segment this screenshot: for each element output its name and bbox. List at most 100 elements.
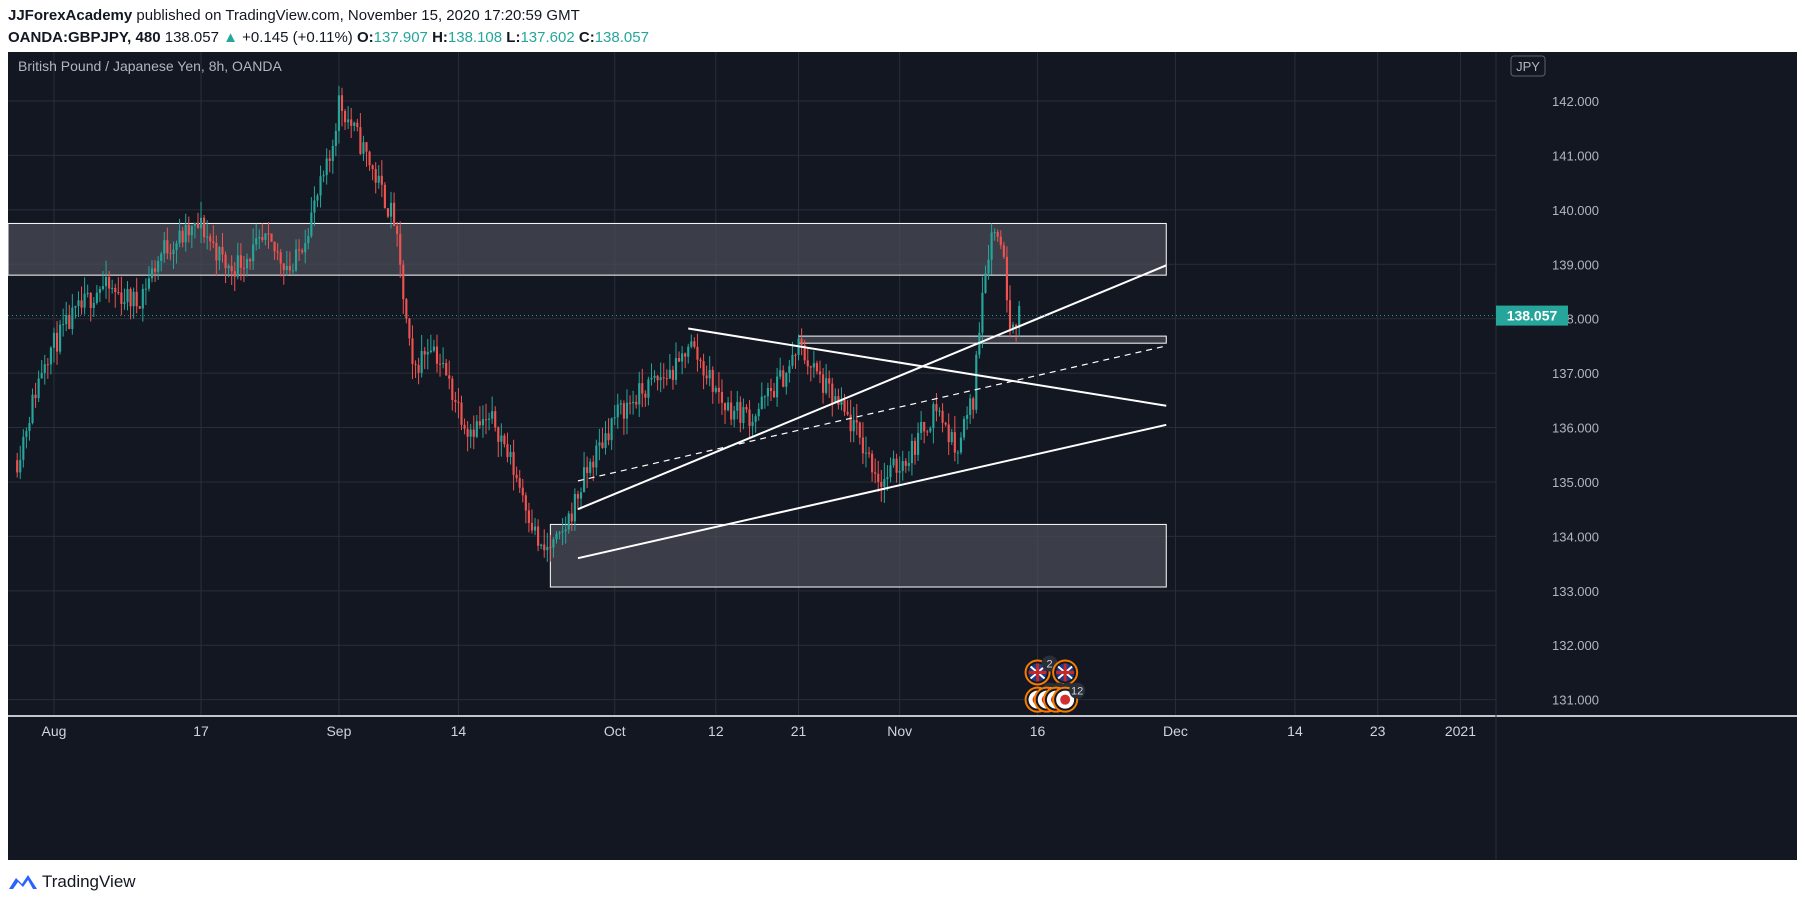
candle-body [852, 420, 855, 432]
candle-body [913, 440, 917, 455]
candle-body [239, 255, 242, 268]
candle-body [343, 110, 347, 123]
candle-body [187, 224, 190, 236]
candle-body [426, 352, 429, 355]
candle-body [849, 414, 852, 432]
chart-container[interactable]: 273312 131.000 132.000 133.000 134.000 135.0… [7, 52, 1797, 860]
trend-line [688, 327, 1167, 407]
candle-body [831, 383, 834, 403]
candle-body [466, 428, 469, 437]
candle-body [717, 387, 720, 392]
candle-body [273, 241, 276, 252]
uk-flag-icon[interactable] [1052, 659, 1079, 686]
candle-body [745, 407, 748, 410]
footer-brand[interactable]: TradingView [42, 872, 136, 891]
candle-body [383, 184, 386, 209]
candle-body [196, 222, 200, 229]
candle-body [1002, 245, 1005, 257]
candle-body [350, 119, 353, 126]
candle-body [509, 452, 512, 457]
candle-body [812, 363, 815, 368]
candle-body [533, 526, 537, 531]
candle-body [19, 459, 22, 473]
candle-body [815, 363, 819, 372]
candle-body [469, 429, 472, 437]
candle-body [126, 288, 129, 303]
candle-body [941, 410, 944, 423]
candle-body [298, 249, 301, 251]
candle-body [527, 510, 530, 523]
x-tick-label: Aug [42, 723, 67, 739]
candle-body [353, 122, 356, 126]
candle-body [524, 495, 527, 511]
candle-body [760, 396, 763, 409]
x-tick-label: 2021 [1445, 723, 1476, 739]
candle-body [938, 410, 941, 412]
candle-body [108, 277, 111, 289]
candle-body [929, 428, 932, 432]
candle-body [684, 353, 687, 357]
axes: 131.000 132.000 133.000 134.000 135.000 136.0… [8, 52, 1797, 860]
uk-flag-icon[interactable]: 2 [1024, 655, 1058, 686]
price-chart[interactable]: 273312 131.000 132.000 133.000 134.000 135.0… [7, 52, 1797, 860]
candle-body [276, 251, 279, 253]
candle-body [665, 378, 668, 380]
candle-body [889, 465, 892, 478]
candle-body [236, 255, 239, 277]
tradingview-logo-icon [9, 875, 37, 889]
candle-body [935, 404, 938, 412]
event-count: 12 [1071, 686, 1083, 698]
candle-body [52, 332, 56, 348]
candle-body [932, 404, 935, 429]
candle-body [209, 236, 212, 242]
candle-body [435, 346, 439, 364]
candle-body [1018, 306, 1021, 328]
candle-body [484, 419, 488, 421]
candle-body [206, 236, 209, 238]
candle-body [880, 481, 883, 487]
y-tick-label: 136.000 [1552, 421, 1599, 436]
candle-body [37, 378, 40, 399]
candle-body [867, 452, 871, 454]
candle-body [592, 461, 595, 468]
candle-body [996, 232, 999, 237]
candle-body [380, 175, 383, 185]
currency-badge[interactable]: JPY [1516, 59, 1540, 74]
candle-body [242, 267, 246, 269]
publisher-name[interactable]: JJForexAcademy [8, 7, 133, 24]
quote-line: OANDA:GBPJPY, 480 138.057 ▲ +0.145 (+0.1… [8, 28, 649, 48]
candle-body [448, 375, 451, 379]
candle-body [294, 249, 298, 271]
candle-body [40, 372, 43, 379]
y-tick-label: 142.000 [1552, 94, 1599, 109]
candle-body [613, 417, 616, 419]
candle-body [641, 383, 644, 394]
candle-body [950, 432, 953, 443]
candle-body [190, 225, 193, 236]
event-marker-icon[interactable]: 12 [1052, 682, 1086, 713]
candle-body [757, 408, 760, 417]
candle-body [953, 432, 956, 453]
candle-body [763, 396, 766, 398]
candle-body [92, 302, 95, 308]
candle-body [224, 254, 227, 269]
candle-body [377, 175, 380, 183]
currency-badge-frame[interactable] [1510, 55, 1546, 77]
candle-body [635, 401, 638, 405]
candle-body [230, 265, 233, 272]
candle-body [328, 158, 331, 161]
candle-body [530, 522, 534, 531]
candle-body [141, 288, 144, 309]
x-tick-label: 21 [791, 723, 807, 739]
high-value: 138.108 [447, 29, 503, 46]
candle-body [699, 359, 702, 362]
candle-body [754, 416, 757, 422]
candle-body [150, 268, 154, 279]
candle-body [316, 195, 319, 201]
candle-body [304, 242, 307, 253]
candle-body [368, 151, 371, 166]
candle-body [779, 370, 782, 377]
candle-body [132, 291, 135, 307]
candle-body [552, 539, 555, 548]
candle-body [319, 176, 322, 196]
